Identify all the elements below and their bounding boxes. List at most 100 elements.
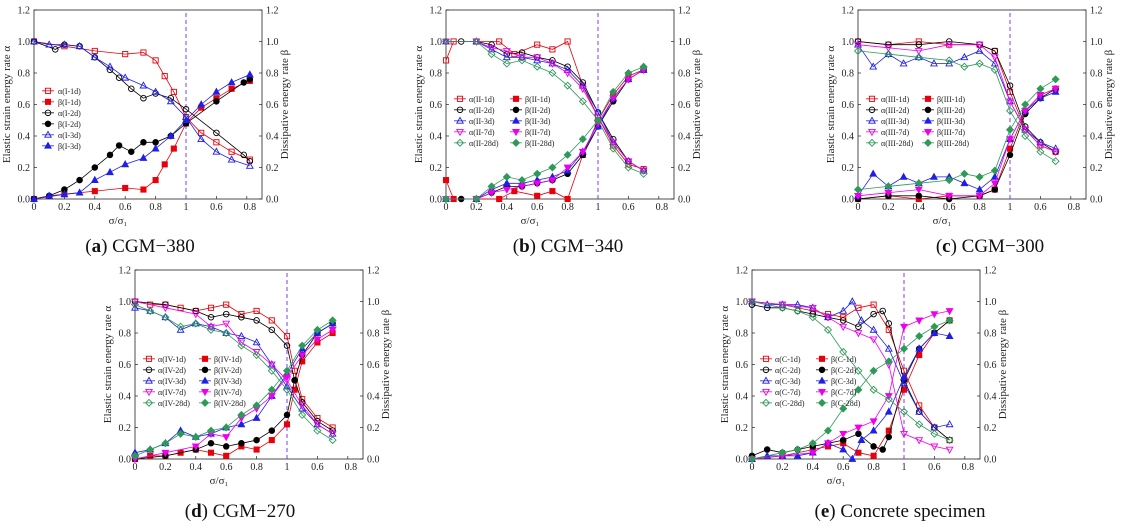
beta-point (267, 385, 276, 394)
beta-point (75, 188, 84, 196)
beta-point (763, 446, 771, 453)
legend-label-alpha: α(IV-2d) (158, 366, 186, 375)
legend-label: β(I-3d) (58, 142, 81, 151)
alpha-point (884, 395, 893, 404)
alpha-point (975, 46, 984, 54)
beta-point (227, 78, 236, 86)
beta-point (855, 449, 862, 456)
beta-point (900, 372, 908, 380)
alpha-series-line (857, 50, 1056, 162)
alpha-point (624, 163, 633, 172)
x-tick-label: 0.8 (561, 202, 574, 213)
beta-point (857, 435, 866, 443)
plot-frame (134, 269, 364, 460)
x-tick-label: 0.6 (943, 202, 956, 213)
y-tick-label-left: 0.4 (736, 392, 749, 403)
alpha-point (778, 301, 787, 309)
beta-point (884, 407, 893, 415)
beta-point (930, 328, 939, 336)
alpha-point (1051, 144, 1060, 152)
beta-point (563, 164, 572, 172)
alpha-point (246, 157, 254, 165)
alpha-point (840, 314, 847, 321)
legend-label-beta: β(IV-3d) (214, 377, 242, 386)
chart-panel-a: 0.0 0.0 0.2 0.2 0.4 0.4 0.6 0.6 0.8 0.8 1.0 1.0 1.2 1… (1, 6, 291, 258)
legend-marker (868, 116, 876, 124)
legend-marker (818, 366, 826, 374)
legend-label-beta: β(IV-28d) (214, 399, 246, 408)
alpha-point (854, 366, 863, 375)
alpha-point (854, 330, 863, 338)
alpha-point (870, 310, 877, 318)
y-tick-label-left: 1.2 (430, 6, 443, 17)
alpha-point (870, 301, 877, 308)
alpha-point (857, 316, 866, 324)
alpha-point (472, 38, 481, 46)
alpha-point (128, 85, 135, 92)
x-tick-label: 1 (596, 202, 601, 213)
alpha-point (166, 97, 175, 105)
alpha-point (207, 304, 215, 311)
y-tick-label-left: 0.8 (430, 69, 443, 80)
legend-label-alpha: α(IV-1d) (158, 355, 186, 364)
alpha-point (90, 52, 99, 61)
alpha-point (578, 85, 587, 94)
beta-point (945, 308, 954, 316)
alpha-point (511, 51, 518, 58)
alpha-point (945, 56, 954, 65)
alpha-point (267, 366, 276, 375)
legend-label-beta: β(C-2d) (831, 366, 857, 375)
beta-point (502, 186, 511, 194)
alpha-point (915, 38, 922, 45)
beta-point (252, 401, 261, 410)
beta-point (1006, 136, 1014, 144)
x-tick-label: 0 (856, 202, 861, 213)
legend-label: α(I-1d) (58, 87, 81, 96)
beta-point (128, 148, 135, 155)
legend-label-beta: β(III-2d) (937, 106, 965, 115)
y-tick-label-left: 0.6 (119, 360, 132, 371)
beta-point (848, 454, 857, 462)
alpha-point (130, 300, 140, 309)
y-tick-label-left: 0.0 (842, 195, 855, 206)
x-tick-label: 0.4 (501, 202, 514, 213)
legend-label-beta: β(IV-2d) (214, 366, 242, 375)
alpha-point (808, 304, 817, 313)
chart-panel-e: 0.0 0.0 0.2 0.2 0.4 0.4 0.6 0.6 0.8 0.8 1.0 1.0 1.2 1… (719, 266, 1009, 523)
y-axis-label-left: Elastic strain energy rate α (102, 306, 114, 424)
y-tick-label-left: 1.2 (842, 6, 855, 17)
beta-point (823, 426, 833, 435)
alpha-point (1006, 98, 1014, 106)
y-tick-label-left: 1.2 (18, 6, 31, 17)
legend-marker (761, 398, 771, 407)
legend-marker (817, 398, 827, 407)
alpha-point (441, 37, 451, 46)
chart-panel-b: 0.0 0.0 0.2 0.2 0.4 0.4 0.6 0.6 0.8 0.8 1.0 1.0 1.2 1… (413, 6, 703, 258)
legend-label-alpha: α(III-1d) (881, 95, 910, 104)
alpha-point (121, 73, 130, 81)
beta-point (237, 420, 246, 428)
alpha-point (975, 41, 984, 49)
legend-marker (924, 128, 932, 137)
alpha-point (240, 151, 248, 159)
beta-point (609, 87, 618, 96)
beta-series-line (134, 320, 333, 457)
legend-label: β(I-1d) (58, 98, 81, 107)
alpha-point (1021, 126, 1030, 135)
y-axis-label-right: Dissipative energy rate β (380, 309, 392, 419)
beta-point (839, 404, 848, 413)
beta-point (252, 413, 261, 421)
legend-label-alpha: α(C-28d) (775, 399, 805, 408)
beta-point (45, 191, 54, 199)
y-axis-label-right: Dissipative energy rate β (691, 49, 703, 159)
x-tick-label: 0.8 (1068, 202, 1081, 213)
legend-label-beta: β(II-2d) (525, 106, 551, 115)
beta-point (328, 327, 337, 335)
alpha-point (472, 37, 481, 45)
legend-label-alpha: α(C-1d) (775, 355, 801, 364)
legend-marker (201, 355, 209, 362)
y-tick-label-right: 0.8 (678, 69, 691, 80)
alpha-series-line (134, 301, 333, 435)
beta-point (564, 195, 571, 203)
beta-point (884, 182, 893, 191)
